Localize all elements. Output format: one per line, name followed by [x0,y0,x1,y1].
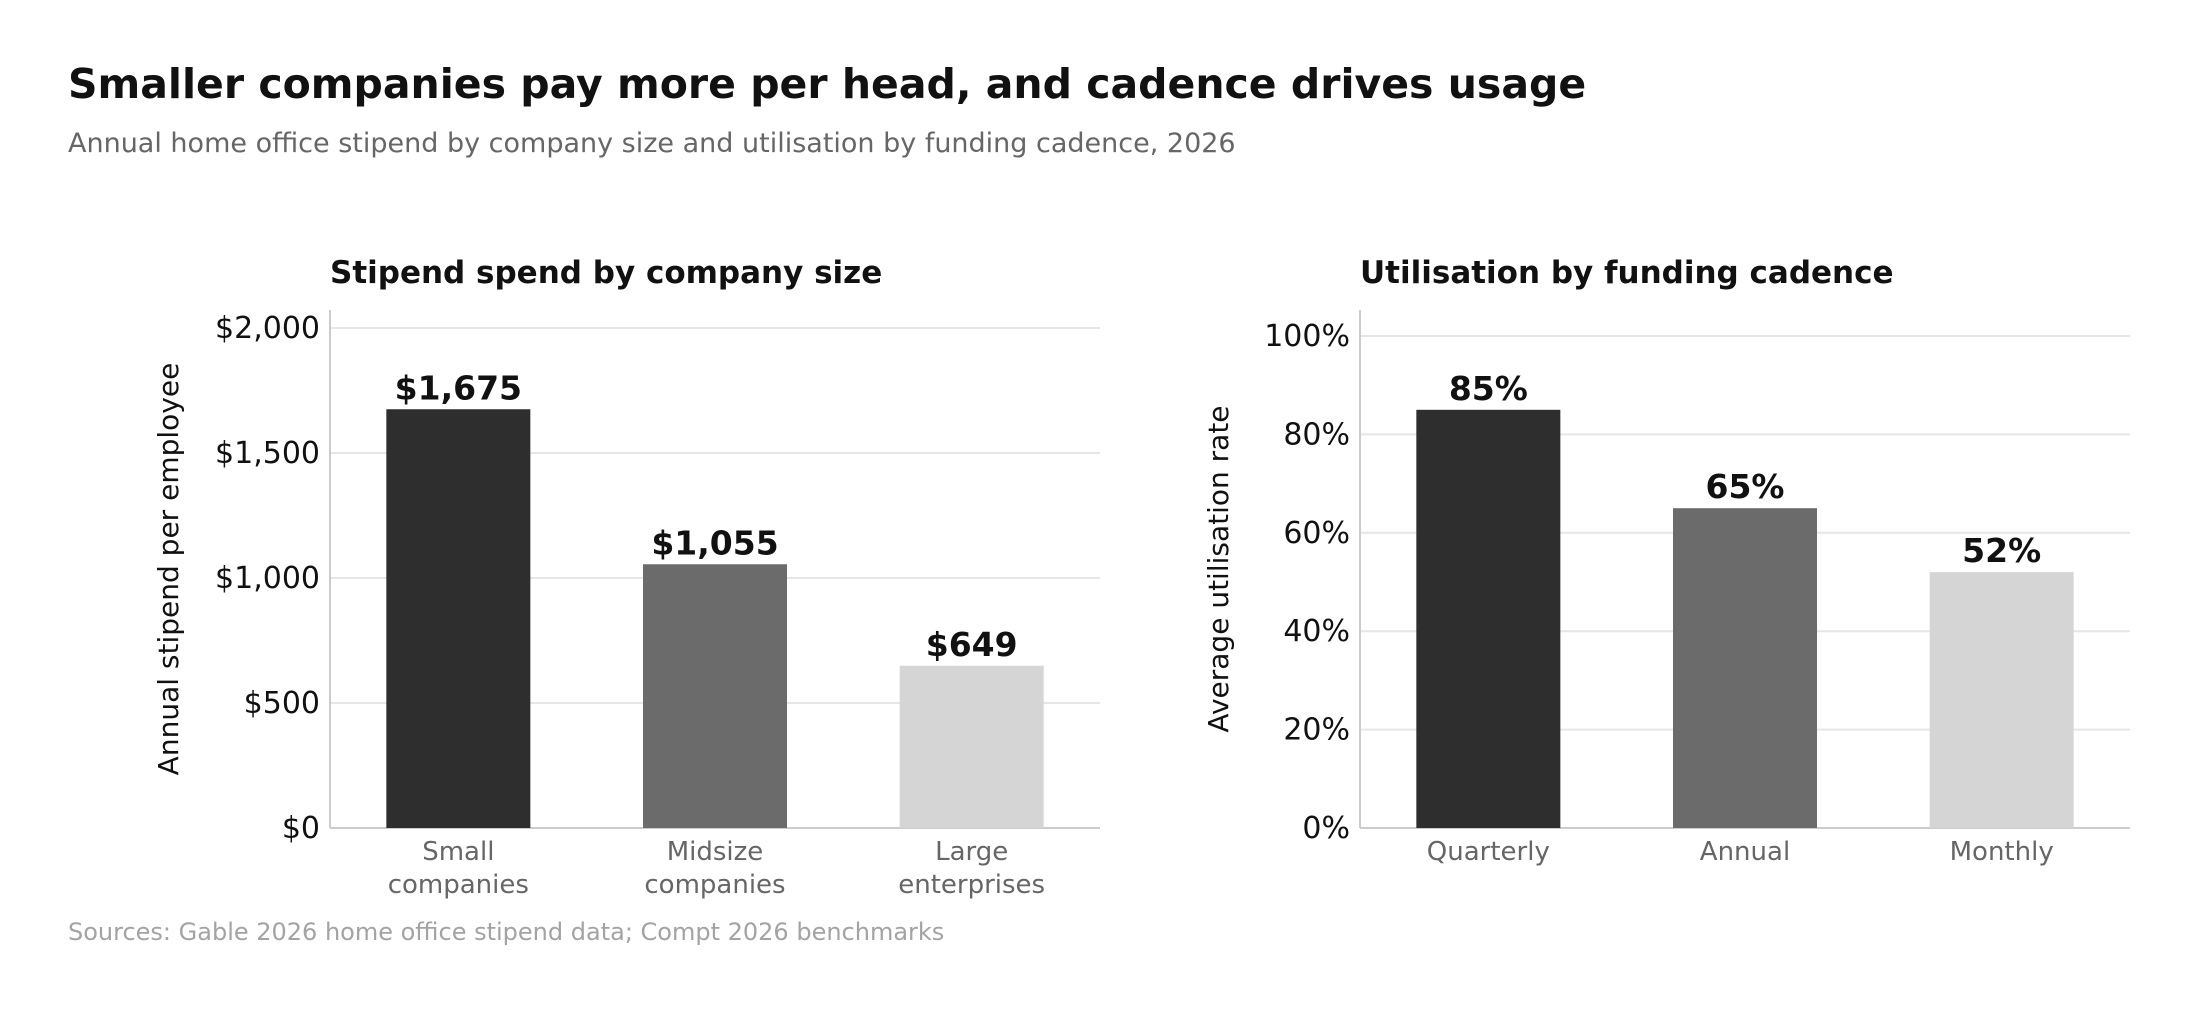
chart1-y-axis-label: Annual stipend per employee [152,363,185,776]
chart2-ytick-label: 40% [1283,614,1350,649]
chart1-category-label-2: Midsize [667,837,764,867]
chart2-data-label-2: 65% [1706,467,1785,506]
chart2-bar-2 [1673,508,1817,828]
chart2-ytick-label: 0% [1302,811,1350,846]
chart2-y-axis-label: Average utilisation rate [1202,405,1235,732]
chart1-bar-3 [899,665,1044,828]
chart1-category-label-3: enterprises [898,870,1045,900]
chart1-category-label-1: companies [388,870,529,900]
page-subtitle: Annual home office stipend by company si… [68,128,1236,159]
chart1-ytick-label: $1,000 [215,561,320,596]
chart1-bar-1 [386,409,531,828]
chart1-category-label-3: Large [935,837,1008,867]
chart2-data-label-1: 85% [1449,369,1528,408]
chart2-category-label-2: Annual [1700,837,1790,867]
chart2-ytick-label: 80% [1283,417,1350,452]
chart2-category-label-3: Monthly [1950,837,2054,867]
chart1-ytick-label: $1,500 [215,436,320,471]
chart1-data-label-3: $649 [926,625,1018,664]
source-note: Sources: Gable 2026 home office stipend … [68,918,945,946]
chart1-category-label-2: companies [644,870,785,900]
chart1-bar-2 [643,564,787,828]
chart1-data-label-1: $1,675 [395,368,522,407]
chart2-bar-1 [1416,409,1561,828]
chart1-title: Stipend spend by company size [330,255,882,291]
chart1-ytick-label: $0 [282,811,320,846]
page-title: Smaller companies pay more per head, and… [68,60,1587,108]
chart2-category-label-1: Quarterly [1427,837,1550,867]
chart2-ytick-label: 20% [1283,713,1350,748]
chart2-ytick-label: 60% [1283,516,1350,551]
chart2-ytick-label: 100% [1264,319,1350,354]
chart2-bar-3 [1929,572,2074,828]
chart2-title: Utilisation by funding cadence [1360,255,1894,291]
chart1-ytick-label: $2,000 [215,311,320,346]
chart1-category-label-1: Small [422,837,494,867]
chart2-data-label-3: 52% [1962,531,2041,570]
chart1-ytick-label: $500 [244,686,320,721]
chart1-data-label-2: $1,055 [651,523,778,562]
